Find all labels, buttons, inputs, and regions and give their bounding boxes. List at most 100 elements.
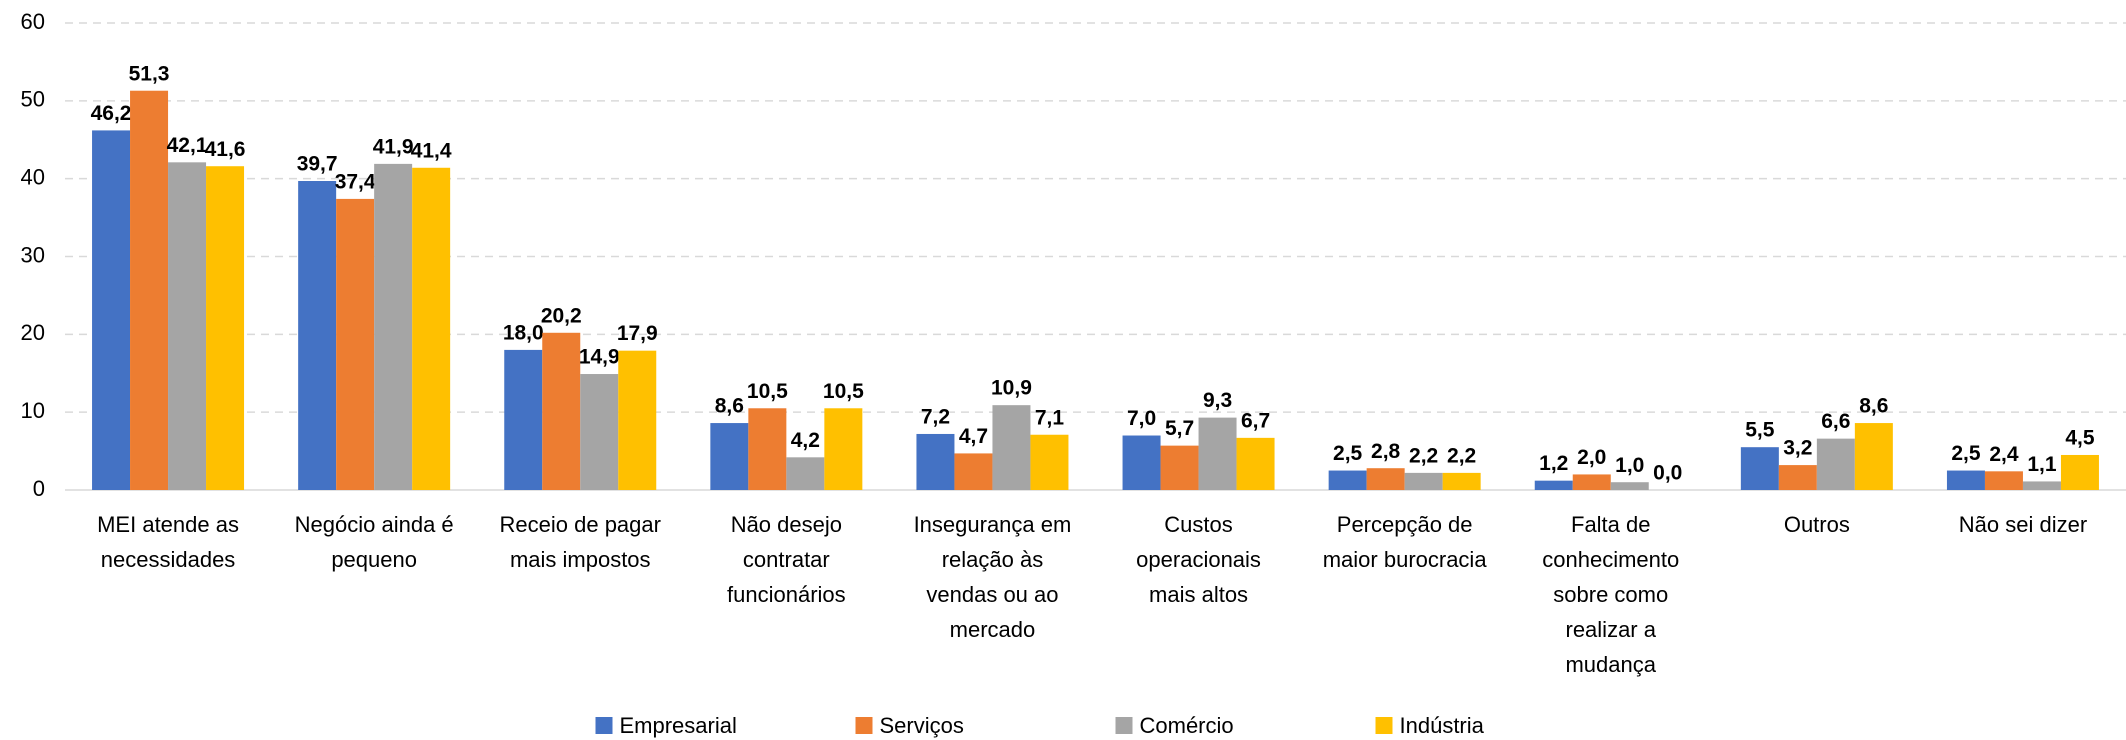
y-tick-label: 40 (21, 164, 45, 189)
bar (1236, 437, 1275, 490)
x-tick-label: MEI atende as necessidades (97, 512, 239, 572)
bar (374, 163, 413, 490)
legend-swatch (1375, 717, 1393, 734)
value-label: 2,5 (1333, 442, 1363, 465)
value-label: 2,0 (1577, 446, 1606, 469)
y-tick-label: 30 (21, 242, 45, 267)
legend-label: Indústria (1400, 713, 1485, 738)
bar (298, 181, 337, 491)
bar (130, 90, 169, 490)
bar (542, 332, 581, 490)
legend-label: Serviços (880, 713, 964, 738)
bar (1366, 468, 1405, 490)
bar (2022, 481, 2061, 490)
value-label: 46,2 (91, 102, 132, 125)
bar (954, 453, 993, 490)
y-tick-label: 0 (33, 476, 45, 501)
x-tick-label: Receio de pagar mais impostos (500, 512, 661, 572)
y-tick-label: 20 (21, 320, 45, 345)
value-label: 7,1 (1035, 406, 1065, 429)
legend-swatch (855, 717, 873, 734)
value-label: 9,3 (1203, 389, 1232, 412)
legend-label: Comércio (1140, 713, 1234, 738)
bar (618, 350, 657, 490)
value-label: 20,2 (541, 304, 582, 327)
bar (1442, 472, 1481, 490)
value-label: 42,1 (167, 134, 208, 157)
value-label: 8,6 (715, 395, 744, 418)
value-label: 41,9 (373, 135, 414, 158)
x-tick-label: Falta de conhecimento sobre como realizar a… (1542, 512, 1679, 677)
value-label: 1,0 (1615, 454, 1644, 477)
x-tick-label: Insegurança em relação às vendas ou ao merc… (914, 512, 1072, 642)
bar (1160, 445, 1199, 490)
bar (1610, 482, 1649, 490)
value-label: 4,2 (791, 429, 820, 452)
value-label: 5,7 (1165, 417, 1194, 440)
bar (1534, 480, 1573, 490)
value-label: 6,6 (1821, 410, 1850, 433)
value-label: 1,2 (1539, 452, 1568, 475)
value-label: 10,9 (991, 377, 1032, 400)
value-label: 7,2 (921, 406, 950, 429)
bar (336, 198, 375, 491)
value-label: 4,5 (2065, 427, 2095, 450)
bar (1030, 434, 1069, 490)
bar (748, 408, 787, 490)
x-tick-label: Não desejo contratar funcionários (727, 512, 846, 607)
bar (1854, 423, 1893, 490)
bar (824, 408, 863, 490)
value-label: 2,8 (1371, 440, 1401, 463)
x-tick-label: Negócio ainda é pequeno (295, 512, 454, 572)
value-label: 17,9 (617, 322, 658, 345)
legend-swatch (595, 717, 613, 734)
value-label: 41,4 (411, 139, 452, 162)
bar (1740, 447, 1779, 490)
bar (1946, 470, 1985, 490)
bar (168, 162, 207, 491)
bar (2060, 454, 2099, 490)
value-label: 6,7 (1241, 409, 1270, 432)
bar (412, 167, 451, 490)
legend-swatch (1115, 717, 1133, 734)
value-label: 1,1 (2027, 453, 2057, 476)
bar (710, 423, 749, 490)
value-label: 7,0 (1127, 407, 1156, 430)
bar (1404, 472, 1443, 490)
value-label: 2,4 (1989, 443, 2019, 466)
bar (1198, 417, 1237, 490)
value-label: 8,6 (1859, 395, 1888, 418)
bar (992, 405, 1031, 490)
value-label: 41,6 (205, 138, 246, 161)
x-tick-label: Custos operacionais mais altos (1136, 512, 1261, 607)
value-label: 2,2 (1409, 444, 1438, 467)
value-label: 10,5 (747, 380, 788, 403)
value-label: 14,9 (579, 346, 620, 369)
value-label: 10,5 (823, 380, 864, 403)
y-tick-label: 50 (21, 87, 45, 112)
value-label: 39,7 (297, 153, 338, 176)
bar (580, 374, 619, 490)
bar (1122, 435, 1161, 490)
value-label: 2,5 (1951, 442, 1981, 465)
y-tick-label: 60 (21, 9, 45, 34)
bar (1328, 470, 1367, 490)
bar (1778, 465, 1817, 490)
legend-label: Empresarial (620, 713, 737, 738)
bar (92, 130, 131, 490)
value-label: 4,7 (959, 425, 988, 448)
value-label: 5,5 (1745, 419, 1775, 442)
bar (1984, 471, 2023, 490)
value-label: 37,4 (335, 170, 376, 193)
value-label: 18,0 (503, 321, 544, 344)
bar (206, 166, 245, 491)
x-tick-label: Não sei dizer (1959, 512, 2087, 537)
value-label: 0,0 (1653, 462, 1682, 485)
bar (1816, 438, 1855, 490)
y-tick-label: 10 (21, 398, 45, 423)
value-label: 51,3 (129, 62, 170, 85)
bar (916, 433, 955, 490)
x-tick-label: Percepção de maior burocracia (1323, 512, 1488, 572)
bar (504, 349, 543, 490)
